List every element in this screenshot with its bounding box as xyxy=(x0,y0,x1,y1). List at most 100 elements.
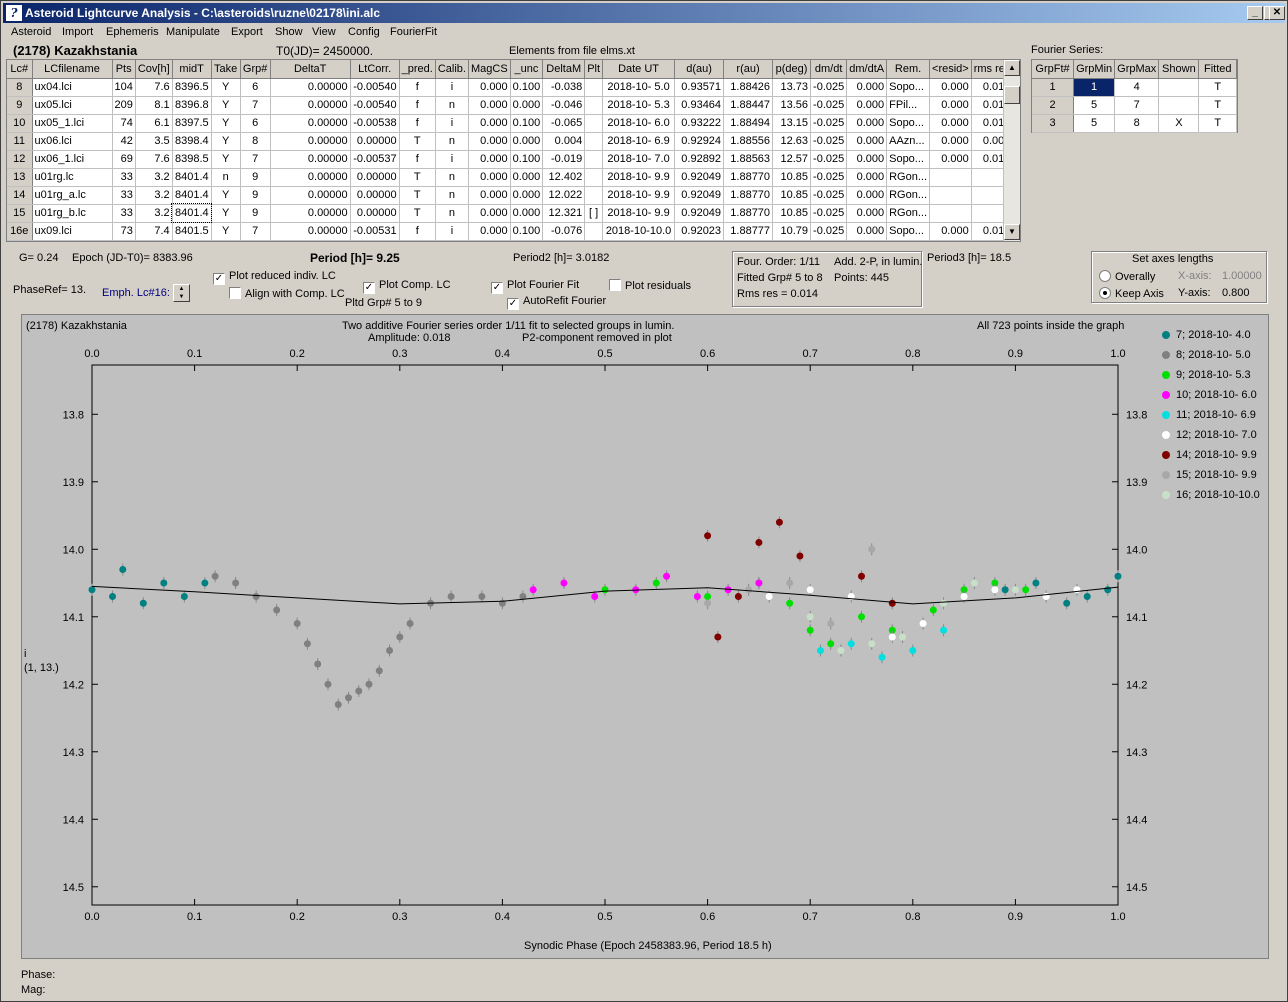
scroll-down-arrow-icon[interactable]: ▼ xyxy=(1004,224,1020,240)
table-cell[interactable] xyxy=(929,204,972,223)
table-cell[interactable]: i xyxy=(435,114,469,133)
table-cell[interactable]: 0.000 xyxy=(468,132,511,151)
table-cell[interactable]: [ ] xyxy=(584,204,604,223)
table-cell[interactable]: 6 xyxy=(240,78,271,97)
table-cell[interactable]: 0.00000 xyxy=(270,132,351,151)
table-cell[interactable]: 2018-10- 6.9 xyxy=(602,132,676,151)
table-cell[interactable] xyxy=(929,186,972,205)
table-cell[interactable]: 0.000 xyxy=(468,114,511,133)
menu-ephemeris[interactable]: Ephemeris xyxy=(106,26,159,38)
table-cell[interactable]: 0.92924 xyxy=(674,132,725,151)
table-cell[interactable]: 5 xyxy=(1073,96,1116,115)
column-header[interactable]: GrpMax xyxy=(1114,60,1160,79)
table-cell[interactable]: T xyxy=(399,168,436,187)
table-cell[interactable]: 7 xyxy=(240,150,271,169)
row-header[interactable]: 10 xyxy=(7,114,33,133)
table-cell[interactable]: ux06.lci xyxy=(32,132,113,151)
table-cell[interactable]: 4 xyxy=(1114,78,1160,97)
table-cell[interactable]: 8 xyxy=(1114,114,1160,133)
table-cell[interactable]: 1 xyxy=(1073,78,1116,97)
table-cell[interactable]: 0.000 xyxy=(468,168,511,187)
column-header[interactable]: _unc xyxy=(510,60,544,79)
table-cell[interactable]: 0.00000 xyxy=(270,78,351,97)
table-cell[interactable]: -0.00540 xyxy=(350,96,400,115)
table-cell[interactable]: f xyxy=(399,150,436,169)
table-cell[interactable]: -0.025 xyxy=(810,222,848,241)
menu-manipulate[interactable]: Manipulate xyxy=(166,26,220,38)
table-cell[interactable]: Y xyxy=(211,114,241,133)
table-cell[interactable]: 209 xyxy=(112,96,136,115)
table-cell[interactable]: 1.88777 xyxy=(723,222,774,241)
table-cell[interactable]: f xyxy=(399,96,436,115)
table-cell[interactable]: RGon... xyxy=(886,186,931,205)
table-cell[interactable]: 0.100 xyxy=(510,114,544,133)
column-header[interactable]: p(deg) xyxy=(772,60,812,79)
column-header[interactable]: _pred. xyxy=(399,60,436,79)
table-cell[interactable]: 1.88770 xyxy=(723,204,774,223)
table-cell[interactable]: 8401.4 xyxy=(171,203,213,223)
table-cell[interactable]: i xyxy=(435,78,469,97)
table-row[interactable]: 14 u01rg_a.lc 33 3.2 8401.4 Y 9 0.00000 0.00000 T… xyxy=(7,186,1014,205)
plot-residuals-checkbox[interactable]: Plot residuals xyxy=(609,279,691,292)
table-cell[interactable]: X xyxy=(1158,114,1200,133)
column-header[interactable]: Grp# xyxy=(240,60,271,79)
row-header[interactable]: 13 xyxy=(7,168,33,187)
table-cell[interactable]: -0.025 xyxy=(810,168,848,187)
column-header[interactable]: d(au) xyxy=(674,60,725,79)
column-header[interactable]: Cov[h] xyxy=(135,60,173,79)
table-cell[interactable]: 0.00000 xyxy=(270,204,351,223)
table-row[interactable]: 12 ux06_1.lci 69 7.6 8398.5 Y 7 0.00000 -0.00537… xyxy=(7,150,1014,169)
table-cell[interactable]: 69 xyxy=(112,150,136,169)
table-cell[interactable]: 2018-10- 9.9 xyxy=(602,168,676,187)
table-cell[interactable]: 0.00000 xyxy=(270,96,351,115)
table-cell[interactable]: 3.5 xyxy=(135,132,173,151)
table-cell[interactable]: 8396.5 xyxy=(172,78,212,97)
column-header[interactable]: Fitted xyxy=(1198,60,1237,79)
table-cell[interactable] xyxy=(584,222,604,241)
table-cell[interactable]: 0.100 xyxy=(510,150,544,169)
column-header[interactable]: LCfilename xyxy=(32,60,113,79)
table-cell[interactable]: 0.93571 xyxy=(674,78,725,97)
menu-import[interactable]: Import xyxy=(62,26,94,38)
table-cell[interactable]: Y xyxy=(211,204,241,223)
row-header[interactable]: 3 xyxy=(1032,114,1075,133)
table-cell[interactable]: -0.00531 xyxy=(350,222,400,241)
column-header[interactable]: dm/dtA xyxy=(846,60,888,79)
table-cell[interactable]: 13.15 xyxy=(772,114,812,133)
table-row[interactable]: 8 ux04.lci 104 7.6 8396.5 Y 6 0.00000 -0.00540 f i… xyxy=(7,78,1014,97)
table-cell[interactable]: 12.57 xyxy=(772,150,812,169)
table-cell[interactable]: 7.6 xyxy=(135,78,173,97)
table-cell[interactable]: ux04.lci xyxy=(32,78,113,97)
table-cell[interactable]: Y xyxy=(211,96,241,115)
table-cell[interactable]: n xyxy=(435,168,469,187)
table-cell[interactable]: RGon... xyxy=(886,168,931,187)
row-header[interactable]: 11 xyxy=(7,132,33,151)
table-cell[interactable]: f xyxy=(399,114,436,133)
table-cell[interactable]: 1.88494 xyxy=(723,114,774,133)
table-cell[interactable]: 13.56 xyxy=(772,96,812,115)
table-cell[interactable]: 10.79 xyxy=(772,222,812,241)
menu-config[interactable]: Config xyxy=(348,26,380,38)
table-cell[interactable]: 0.000 xyxy=(510,168,544,187)
table-cell[interactable]: 0.00000 xyxy=(270,186,351,205)
column-header[interactable]: MagCS xyxy=(468,60,511,79)
table-cell[interactable]: 8398.4 xyxy=(172,132,212,151)
table-cell[interactable]: 0.92049 xyxy=(674,186,725,205)
table-cell[interactable]: 10.85 xyxy=(772,186,812,205)
table-cell[interactable]: 3.2 xyxy=(135,168,173,187)
table-cell[interactable]: Y xyxy=(211,222,241,241)
table-cell[interactable]: 0.000 xyxy=(510,132,544,151)
row-header[interactable]: 9 xyxy=(7,96,33,115)
table-cell[interactable]: -0.025 xyxy=(810,186,848,205)
column-header[interactable]: Pts xyxy=(112,60,136,79)
table-cell[interactable] xyxy=(584,114,604,133)
scroll-up-arrow-icon[interactable]: ▲ xyxy=(1004,60,1020,76)
table-cell[interactable]: 0.000 xyxy=(468,78,511,97)
table-cell[interactable] xyxy=(929,168,972,187)
row-header[interactable]: 16e xyxy=(7,222,33,241)
table-cell[interactable]: T xyxy=(1198,114,1237,133)
table-cell[interactable]: Sopo... xyxy=(886,222,931,241)
table-cell[interactable]: n xyxy=(435,132,469,151)
column-header[interactable]: Take xyxy=(211,60,241,79)
